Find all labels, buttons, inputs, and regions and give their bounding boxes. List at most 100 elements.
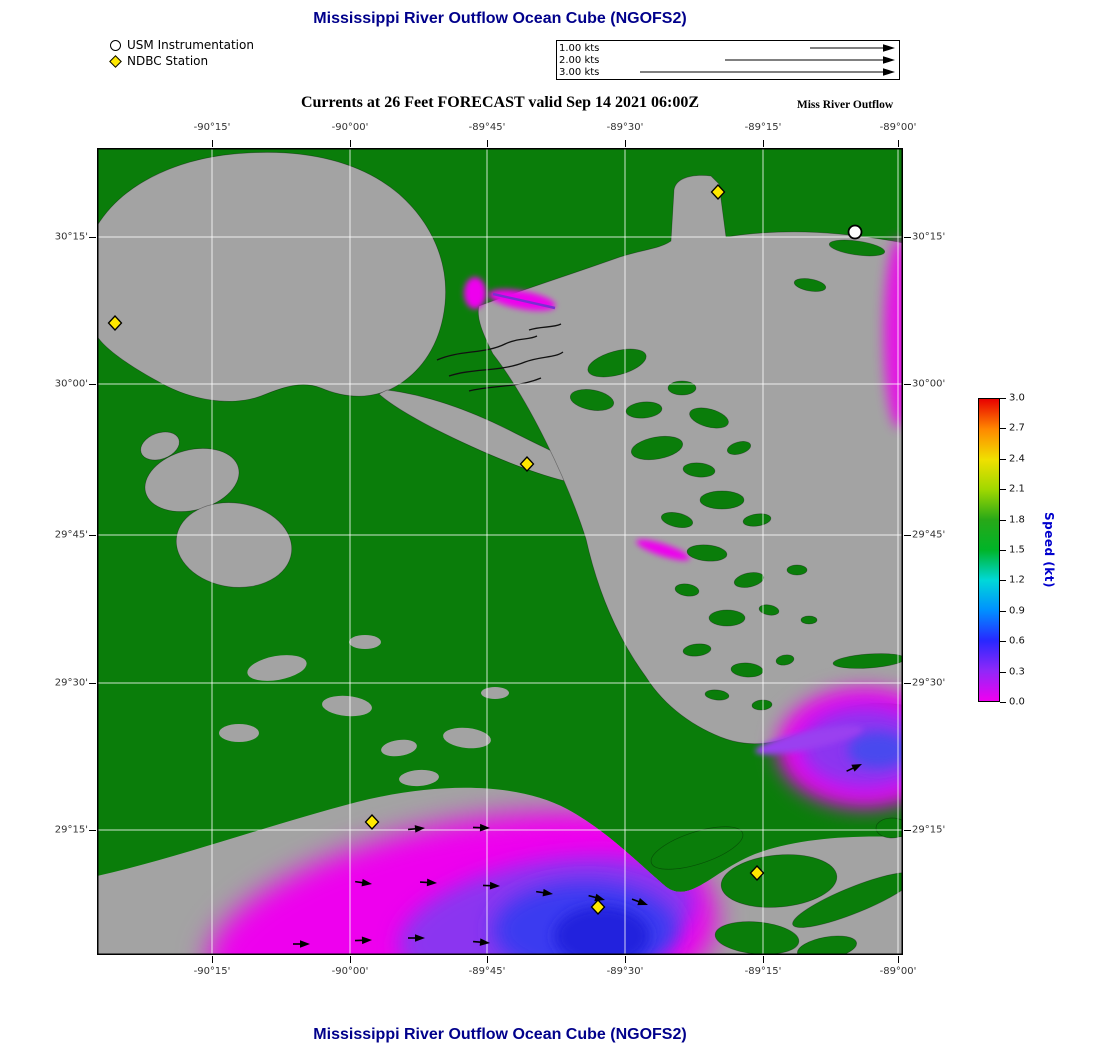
masked-water-shapes <box>96 152 904 955</box>
forecast-map[interactable] <box>96 148 953 961</box>
axis-tick <box>89 830 96 831</box>
velocity-scale-label: 2.00 kts <box>559 54 600 66</box>
x-axis-label-top: -89°15' <box>744 122 782 133</box>
legend-usm-row: USM Instrumentation <box>110 37 254 53</box>
y-axis-label-right: 30°00' <box>912 378 946 390</box>
axis-tick <box>898 140 899 147</box>
axis-tick <box>904 535 911 536</box>
current-vector <box>472 938 490 946</box>
legend-ndbc-row: NDBC Station <box>109 53 254 69</box>
x-axis-label-bottom: -89°00' <box>879 966 917 977</box>
axis-tick <box>89 237 96 238</box>
colorbar-tick <box>1000 398 1006 399</box>
current-vector <box>482 881 500 890</box>
colorbar-tick-label: 0.3 <box>1009 666 1025 678</box>
velocity-scale-arrow <box>639 68 895 76</box>
axis-tick <box>89 683 96 684</box>
colorbar-tick <box>1000 458 1006 460</box>
colorbar-tick-label: 0.9 <box>1009 605 1025 617</box>
ndbc-station-marker[interactable] <box>364 814 380 830</box>
x-axis-label-bottom: -89°45' <box>468 966 506 977</box>
velocity-scale-row: 2.00 kts <box>559 54 897 66</box>
current-vector <box>472 823 490 832</box>
axis-tick <box>89 384 96 385</box>
colorbar-tick <box>1000 489 1006 491</box>
outflow-label: Miss River Outflow <box>796 99 894 111</box>
x-axis-label-bottom: -89°30' <box>606 966 644 977</box>
colorbar-tick-label: 3.0 <box>1009 392 1025 404</box>
ndbc-diamond-icon <box>109 54 122 68</box>
y-axis-label-left: 29°15' <box>54 824 88 836</box>
velocity-scale-arrow <box>724 56 895 64</box>
current-vector <box>631 898 648 906</box>
current-vector <box>536 888 553 897</box>
colorbar-title: Speed (kt) <box>1042 512 1056 588</box>
x-axis-label-top: -89°30' <box>606 122 644 133</box>
y-axis-label-left: 29°30' <box>54 677 88 689</box>
colorbar-tick-label: 0.0 <box>1009 696 1025 708</box>
axis-tick <box>487 140 488 147</box>
y-axis-label-left: 30°00' <box>54 378 88 390</box>
velocity-scale-row: 3.00 kts <box>559 66 897 78</box>
x-axis-label-top: -90°00' <box>331 122 369 133</box>
axis-tick <box>212 140 213 147</box>
figure-title-top: Mississippi River Outflow Ocean Cube (NG… <box>313 10 687 27</box>
axis-tick <box>904 683 911 684</box>
colorbar-tick-label: 2.1 <box>1009 483 1025 495</box>
legend-usm-label: USM Instrumentation <box>127 38 254 52</box>
colorbar-tick <box>1000 580 1006 582</box>
axis-tick <box>904 830 911 831</box>
x-axis-label-top: -90°15' <box>193 122 231 133</box>
usm-circle-icon <box>110 39 121 51</box>
velocity-scale-label: 1.00 kts <box>559 42 600 54</box>
axis-tick <box>763 140 764 147</box>
velocity-scale-row: 1.00 kts <box>559 42 897 54</box>
axis-tick <box>212 956 213 963</box>
axis-tick <box>89 535 96 536</box>
colorbar-tick-label: 2.4 <box>1009 453 1025 465</box>
current-vector <box>407 825 425 833</box>
velocity-scale-box: 1.00 kts 2.00 kts 3.00 kts <box>556 40 900 80</box>
current-vector <box>408 934 425 942</box>
axis-tick <box>625 140 626 147</box>
lat-lon-grid <box>97 148 903 955</box>
x-axis-label-bottom: -89°15' <box>744 966 782 977</box>
current-vector <box>355 878 372 887</box>
axis-tick <box>350 956 351 963</box>
ndbc-station-marker[interactable] <box>749 865 765 881</box>
colorbar-tick-label: 1.2 <box>1009 574 1025 586</box>
y-axis-label-left: 30°15' <box>54 231 88 243</box>
map-canvas[interactable] <box>96 148 953 961</box>
x-axis-label-top: -89°00' <box>879 122 917 133</box>
axis-tick <box>487 956 488 963</box>
axis-tick <box>625 956 626 963</box>
ndbc-station-marker[interactable] <box>107 315 123 331</box>
axis-tick <box>904 237 911 238</box>
x-axis-label-top: -89°45' <box>468 122 506 133</box>
forecast-subtitle: Currents at 26 Feet FORECAST valid Sep 1… <box>300 94 700 111</box>
ndbc-station-marker[interactable] <box>519 456 535 472</box>
y-axis-label-right: 29°15' <box>912 824 946 836</box>
colorbar-tick <box>1000 641 1006 643</box>
colorbar-tick <box>1000 550 1006 551</box>
axis-tick <box>763 956 764 963</box>
figure-title-bottom: Mississippi River Outflow Ocean Cube (NG… <box>313 1026 687 1043</box>
legend-ndbc-label: NDBC Station <box>127 54 209 68</box>
current-vectors <box>293 764 862 948</box>
marsh-islands <box>569 239 916 961</box>
velocity-scale-arrow <box>809 44 895 52</box>
y-axis-label-right: 29°45' <box>912 529 946 541</box>
y-axis-label-left: 29°45' <box>54 529 88 541</box>
colorbar-tick-label: 1.5 <box>1009 544 1025 556</box>
usm-station-marker[interactable] <box>847 224 863 240</box>
ndbc-station-marker[interactable] <box>590 899 606 915</box>
ndbc-station-marker[interactable] <box>710 184 726 200</box>
current-vector <box>354 936 372 945</box>
colorbar-tick <box>1000 428 1006 430</box>
colorbar-tick <box>1000 519 1006 521</box>
velocity-scale-label: 3.00 kts <box>559 66 600 78</box>
colorbar-tick <box>1000 671 1006 673</box>
current-vector <box>846 764 862 772</box>
axis-tick <box>350 140 351 147</box>
